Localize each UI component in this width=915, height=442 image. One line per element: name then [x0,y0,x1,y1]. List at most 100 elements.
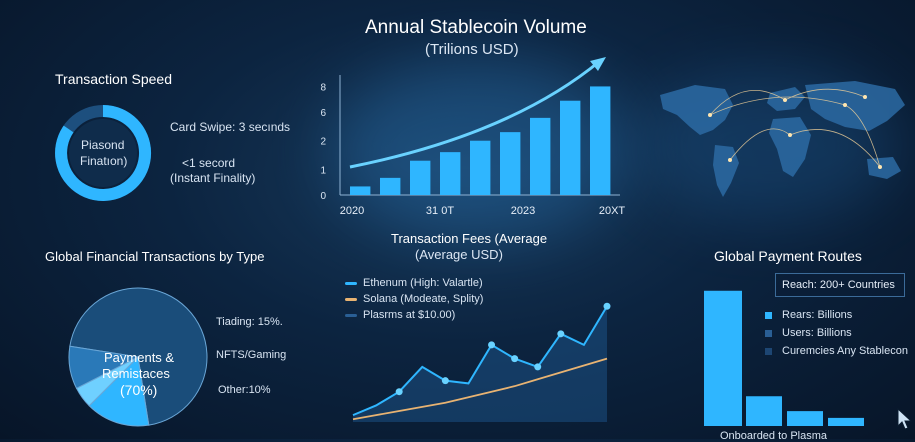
route-arc [709,90,786,116]
routes-chart [704,290,864,426]
route-arc [844,104,881,168]
legend-swatch [345,313,357,317]
route-node [843,103,847,107]
pie-label-line2: Remistaces [102,366,170,381]
trend-arrow-head [590,57,606,71]
volume-bar [470,140,491,195]
route-arc [709,96,846,116]
route-node [863,95,867,99]
ethereum-point [603,302,611,310]
volume-bar [380,177,401,195]
routes-legend-3: Curemcies Any Stablecon [765,345,908,357]
volume-bar [500,132,521,195]
legend-square [765,329,772,337]
other-label: Other:10% [218,384,271,396]
legend-label: Plasrms at $10.00) [363,309,456,321]
instant-line2: (Instant Finality) [170,171,256,185]
legend-label: Users: Billions [782,327,852,339]
x-tick-label: 31 0T [426,205,454,217]
route-arc [729,128,791,161]
volume-bar [440,152,461,195]
volume-chart: 0 1 2 6 8 2020 31 0T 2023 20XT [320,57,626,217]
y-tick-label: 2 [320,137,326,148]
route-node [708,113,712,117]
map-south-america [713,145,739,197]
ethereum-point [395,388,403,396]
pie-label-line3: (70%) [120,382,158,398]
route-arc [784,88,866,101]
routes-bar [787,411,823,426]
route-node [783,98,787,102]
pie-slice [68,345,140,389]
y-tick-label: 0 [320,191,326,202]
donut-line1: Piasond [81,138,125,152]
reach-label: Reach: 200+ Countries [782,279,895,291]
legend-label: Ethenum (High: Valartle) [363,277,483,289]
map-africa [769,117,811,177]
speed-title: Transaction Speed [55,71,172,87]
legend-label: Solana (Modeate, Splity) [363,293,484,305]
volume-title: Annual Stablecoin Volume [365,17,587,38]
ethereum-line [352,305,608,417]
ethereum-point [441,377,449,385]
ethereum-point [534,363,542,371]
legend-square [765,347,772,355]
fees-title-line2: (Average USD) [415,247,503,262]
pie-label-line1: Payments & [104,350,175,365]
x-tick-label: 2020 [340,205,364,217]
volume-bar [590,86,611,195]
legend-swatch [345,281,357,285]
legend-swatch [345,297,357,301]
trend-arrow-line [349,59,601,169]
ethereum-point [488,341,496,349]
routes-bar [704,290,742,426]
volume-subtitle: (Trilions USD) [425,41,519,58]
world-map [660,81,905,197]
volume-bar [350,186,371,195]
types-pie [68,287,208,427]
donut-arc [55,105,152,201]
route-arc [789,129,881,168]
donut-center [69,119,137,187]
route-node [878,165,882,169]
legend-label: Curemcies Any Stablecon [782,345,908,357]
fees-area [353,306,607,422]
legend-square [765,311,772,319]
routes-title: Global Payment Routes [714,248,862,264]
instant-line1: <1 secord [182,156,236,170]
routes-legend-1: Rears: Billions [765,309,852,321]
reach-box: Reach: 200+ Countries [775,273,905,297]
trading-label: Tiading: 15%. [216,316,283,328]
fees-title-line1: Transaction Fees (Average [391,231,548,246]
map-australia [867,157,901,179]
legend-label: Rears: Billions [782,309,853,321]
x-tick-label: 20XT [599,205,626,217]
pointer-icon [897,408,913,430]
routes-footer: Onboarded to Plasma [720,430,828,442]
fees-legend-2: Solana (Modeate, Splity) [345,293,483,305]
y-tick-label: 8 [320,82,326,93]
fees-legend-3: Plasrms at $10.00) [345,309,455,321]
y-tick-label: 6 [320,108,326,119]
pie-slice [88,355,150,427]
nfts-label: NFTS/Gaming [216,349,287,361]
routes-bar [828,417,864,426]
donut-line2: Finatıon) [80,154,128,168]
routes-legend-2: Users: Billions [765,327,852,339]
route-node [788,133,792,137]
volume-bar [560,100,581,195]
x-tick-label: 2023 [511,205,535,217]
route-node [728,158,732,162]
types-title: Global Financial Transactions by Type [45,249,265,264]
map-asia [805,81,905,131]
routes-bar [746,396,782,426]
speed-donut [55,105,152,201]
map-north-america [660,85,733,135]
y-tick-label: 1 [320,165,326,176]
ethereum-point [511,355,519,363]
volume-bar [530,117,551,195]
solana-line [352,357,608,421]
ethereum-point [557,330,565,338]
fees-legend-1: Ethenum (High: Valartle) [345,277,483,289]
fees-chart [352,302,611,422]
